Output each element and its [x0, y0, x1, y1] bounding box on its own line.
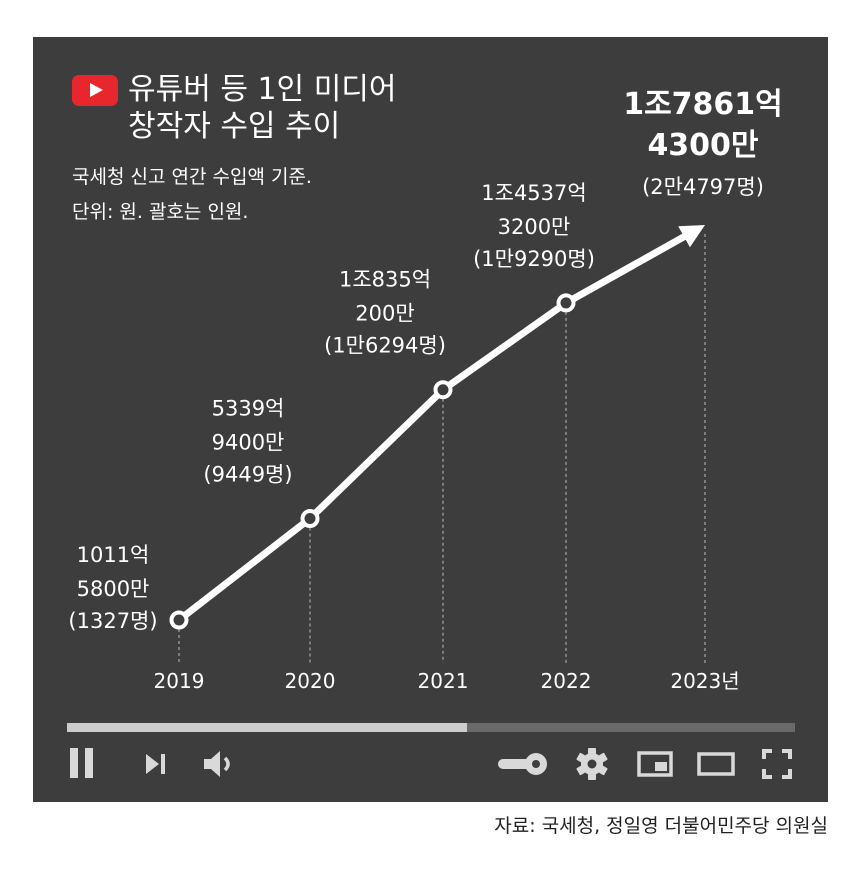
data-label-4-1: 4300만 [647, 128, 758, 163]
data-label-2-1: 200만 [355, 302, 414, 326]
data-label-0-1: 5800만 [77, 577, 150, 601]
x-tick-label-1: 2020 [285, 669, 336, 693]
next-icon[interactable] [146, 754, 168, 774]
progress-fill [67, 723, 468, 732]
x-tick-label-3: 2022 [541, 669, 592, 693]
data-label-3-2: (1만9290명) [473, 247, 595, 271]
data-label-1-1: 9400만 [212, 431, 285, 455]
data-label-4-0: 1조7861억 [623, 87, 783, 122]
theater-mode-icon[interactable] [697, 751, 735, 777]
data-label-3-1: 3200만 [498, 215, 571, 239]
data-label-3-0: 1조4537억 [481, 181, 586, 205]
chart-title-line2: 창작자 수입 추이 [128, 109, 341, 144]
data-label-2-0: 1조835억 [339, 268, 431, 292]
data-label-1-2: (9449명) [203, 463, 292, 487]
x-tick-label-2: 2021 [418, 669, 469, 693]
data-label-1-0: 5339억 [212, 397, 285, 421]
data-point-1 [300, 509, 320, 529]
chart-note-basis: 국세청 신고 연간 수입액 기준. [72, 166, 312, 188]
data-label-0-0: 1011억 [77, 543, 150, 567]
series-arrow-head [678, 225, 705, 248]
data-point-0 [169, 610, 189, 630]
series-line [175, 229, 694, 624]
youtube-logo-icon [72, 75, 118, 106]
chart-title-line1: 유튜버 등 1인 미디어 [128, 72, 397, 107]
data-point-3 [556, 293, 576, 313]
fullscreen-icon[interactable] [762, 749, 792, 779]
source-note: 자료: 국세청, 정일영 더불어민주당 의원실 [494, 815, 828, 837]
data-label-2-2: (1만6294명) [324, 334, 446, 358]
x-tick-label-4: 2023년 [670, 669, 739, 693]
data-label-0-2: (1327명) [68, 609, 157, 633]
x-tick-label-0: 2019 [154, 669, 205, 693]
data-label-4-2: (2만4797명) [642, 175, 764, 199]
data-point-2 [433, 380, 453, 400]
player-panel [33, 37, 828, 802]
chart-note-unit: 단위: 원. 괄호는 인원. [72, 201, 249, 223]
autoplay-toggle-icon[interactable] [498, 752, 550, 776]
miniplayer-icon[interactable] [637, 751, 673, 777]
pause-icon[interactable] [70, 748, 94, 778]
settings-gear-icon[interactable] [575, 747, 609, 781]
progress-bar[interactable] [67, 723, 795, 732]
volume-icon[interactable] [204, 749, 238, 779]
